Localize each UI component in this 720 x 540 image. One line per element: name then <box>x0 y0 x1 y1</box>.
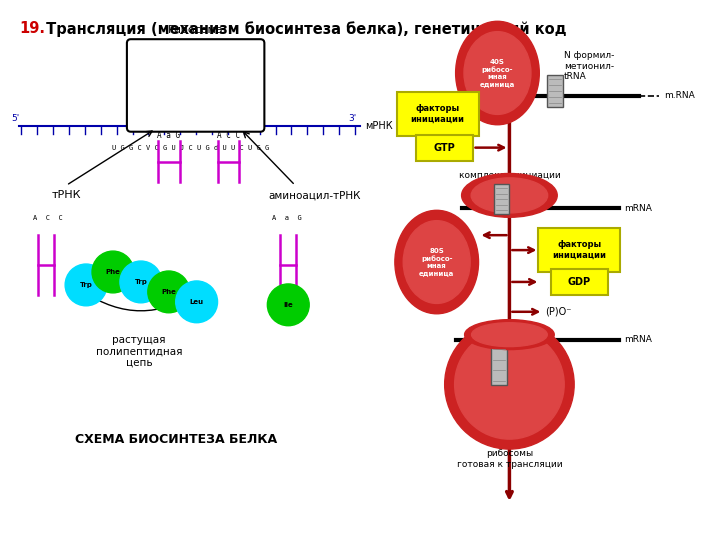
Text: U G G C V C G U J C U G d U U C U G G: U G G C V C G U J C U G d U U C U G G <box>112 145 269 151</box>
Circle shape <box>120 261 162 303</box>
Text: A  C  C: A C C <box>33 215 63 221</box>
Circle shape <box>267 284 309 326</box>
Text: m.RNA: m.RNA <box>664 91 695 100</box>
Text: комплекс инициации: комплекс инициации <box>459 171 560 180</box>
Ellipse shape <box>456 21 539 125</box>
Text: СХЕМА БИОСИНТЕЗА БЕЛКА: СХЕМА БИОСИНТЕЗА БЕЛКА <box>75 433 276 446</box>
Ellipse shape <box>464 32 531 114</box>
Text: (P)O⁻: (P)O⁻ <box>545 307 572 317</box>
Text: GTP: GTP <box>433 143 456 153</box>
Text: Phe: Phe <box>106 269 120 275</box>
Text: рибосомы
готовая к трансляции: рибосомы готовая к трансляции <box>456 449 562 469</box>
Ellipse shape <box>464 320 554 349</box>
Text: мРНК: мРНК <box>365 121 392 131</box>
Ellipse shape <box>403 221 470 303</box>
Text: 80S
рибосо-
мная
единица: 80S рибосо- мная единица <box>419 248 454 276</box>
Ellipse shape <box>454 330 564 439</box>
Text: A  a  G: A a G <box>272 215 302 221</box>
Text: растущая
полипептидная
цепь: растущая полипептидная цепь <box>96 335 182 368</box>
Text: тРНК: тРНК <box>51 191 81 200</box>
Text: 5': 5' <box>12 114 19 123</box>
Circle shape <box>148 271 189 313</box>
FancyBboxPatch shape <box>494 185 509 214</box>
FancyBboxPatch shape <box>492 334 508 386</box>
Text: GDP: GDP <box>567 277 590 287</box>
Ellipse shape <box>445 320 574 449</box>
Text: Trp: Trp <box>80 282 92 288</box>
Text: Трансляция (механизм биосинтеза белка), генетический код: Трансляция (механизм биосинтеза белка), … <box>41 21 567 37</box>
FancyBboxPatch shape <box>416 134 473 160</box>
Text: Phe: Phe <box>161 289 176 295</box>
Text: Ile: Ile <box>284 302 293 308</box>
Text: mRNA: mRNA <box>624 335 652 344</box>
Circle shape <box>92 251 134 293</box>
Ellipse shape <box>395 210 479 314</box>
FancyBboxPatch shape <box>547 75 563 107</box>
Text: 3': 3' <box>348 114 356 123</box>
Text: mRNA: mRNA <box>624 204 652 213</box>
Text: A C C: A C C <box>217 131 240 140</box>
Text: 19.: 19. <box>19 21 45 36</box>
Circle shape <box>65 264 107 306</box>
Text: Рибосома: Рибосома <box>168 25 223 35</box>
FancyBboxPatch shape <box>551 269 608 295</box>
Text: Trp: Trp <box>135 279 148 285</box>
Ellipse shape <box>472 323 547 347</box>
FancyBboxPatch shape <box>539 228 620 272</box>
Text: 40S
рибосо-
мная
единица: 40S рибосо- мная единица <box>480 59 515 87</box>
FancyBboxPatch shape <box>397 92 479 136</box>
Ellipse shape <box>462 173 557 217</box>
Text: Leu: Leu <box>189 299 204 305</box>
Ellipse shape <box>471 178 548 213</box>
Text: N формил-
метионил-
tRNA: N формил- метионил- tRNA <box>564 51 615 81</box>
Text: A a G: A a G <box>157 131 180 140</box>
Text: факторы
инициации: факторы инициации <box>410 104 464 124</box>
Circle shape <box>176 281 217 323</box>
Text: факторы
инициации: факторы инициации <box>552 240 606 260</box>
FancyBboxPatch shape <box>127 39 264 132</box>
Text: аминоацил-тРНК: аминоацил-тРНК <box>269 191 361 200</box>
